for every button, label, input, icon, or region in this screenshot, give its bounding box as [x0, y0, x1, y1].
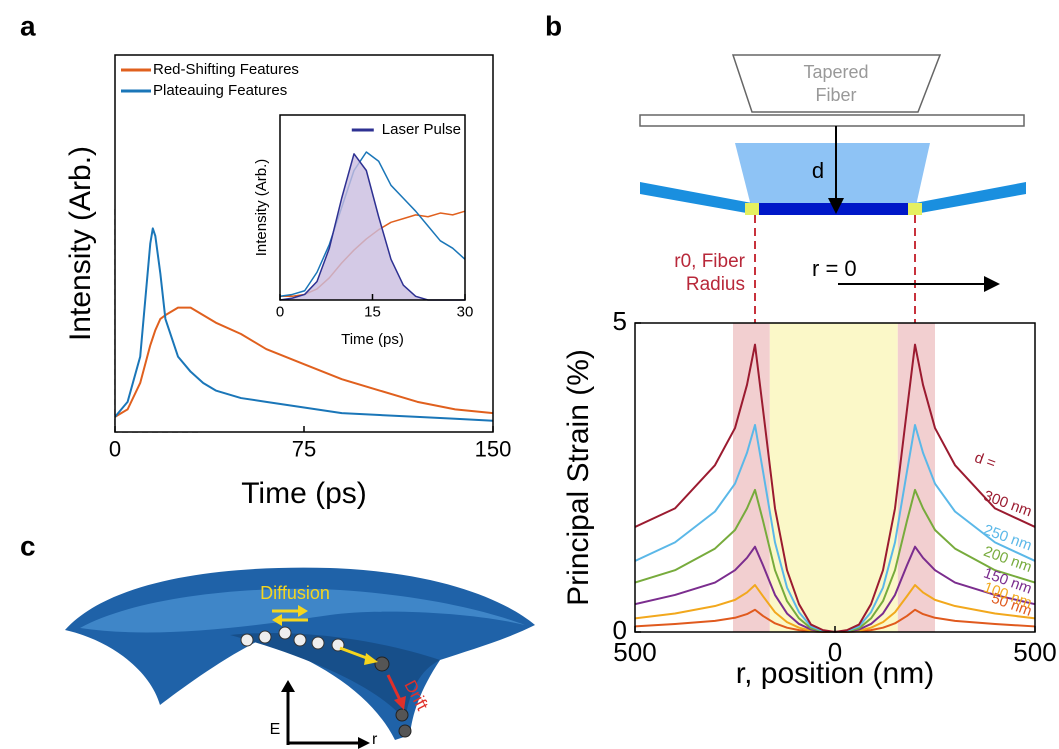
- radius-label: r0, Fiber: [674, 251, 745, 272]
- y-tick-label: 0: [613, 615, 627, 645]
- x-tick-label: 0: [109, 437, 121, 462]
- panel-label: b: [545, 10, 562, 41]
- series-line: [114, 306, 494, 418]
- energy-landscape: Diffusion Drift E r: [65, 567, 535, 749]
- x-axis-label: Time (ps): [341, 331, 404, 348]
- panel-label: c: [20, 530, 36, 561]
- depth-label: d: [812, 158, 824, 183]
- shaded-region: [897, 323, 935, 632]
- energy-axis-label: E: [270, 721, 281, 738]
- x-tick-label: 0: [828, 637, 842, 667]
- fiber-diagram: Tapered Fiber d r0, Fiber Radius r = 0: [639, 54, 1026, 632]
- series-area: [280, 153, 465, 300]
- legend-label: Plateauing Features: [153, 82, 287, 99]
- legend-label: Laser Pulse: [382, 121, 461, 138]
- y-axis-label: Intensity (Arb.): [253, 159, 270, 257]
- x-tick-label: 15: [364, 304, 381, 321]
- radius-label: Radius: [686, 274, 745, 295]
- x-axis-label: Time (ps): [241, 477, 367, 510]
- series-line: [279, 151, 466, 298]
- x-tick-label: 75: [292, 437, 316, 462]
- legend-label: Red-Shifting Features: [153, 61, 299, 78]
- x-tick-label: 30: [457, 304, 474, 321]
- x-tick-label: 0: [276, 304, 284, 321]
- position-axis-label: r: [372, 731, 378, 748]
- origin-label: r = 0: [812, 256, 857, 281]
- fiber-label: Tapered: [803, 62, 868, 82]
- y-axis-label: Intensity (Arb.): [64, 146, 97, 341]
- diffusion-label: Diffusion: [260, 583, 330, 603]
- y-tick-label: 5: [613, 306, 627, 336]
- panel-label: a: [20, 10, 36, 41]
- x-tick-label: 500: [1013, 637, 1056, 667]
- x-axis-label: r, position (nm): [736, 657, 934, 690]
- x-tick-label: 150: [475, 437, 512, 462]
- x-tick-label: 500: [613, 637, 656, 667]
- series-line: [114, 227, 494, 422]
- fiber-label: Fiber: [815, 85, 856, 105]
- y-axis-label: Principal Strain (%): [562, 349, 595, 606]
- annotation: d =: [972, 449, 998, 472]
